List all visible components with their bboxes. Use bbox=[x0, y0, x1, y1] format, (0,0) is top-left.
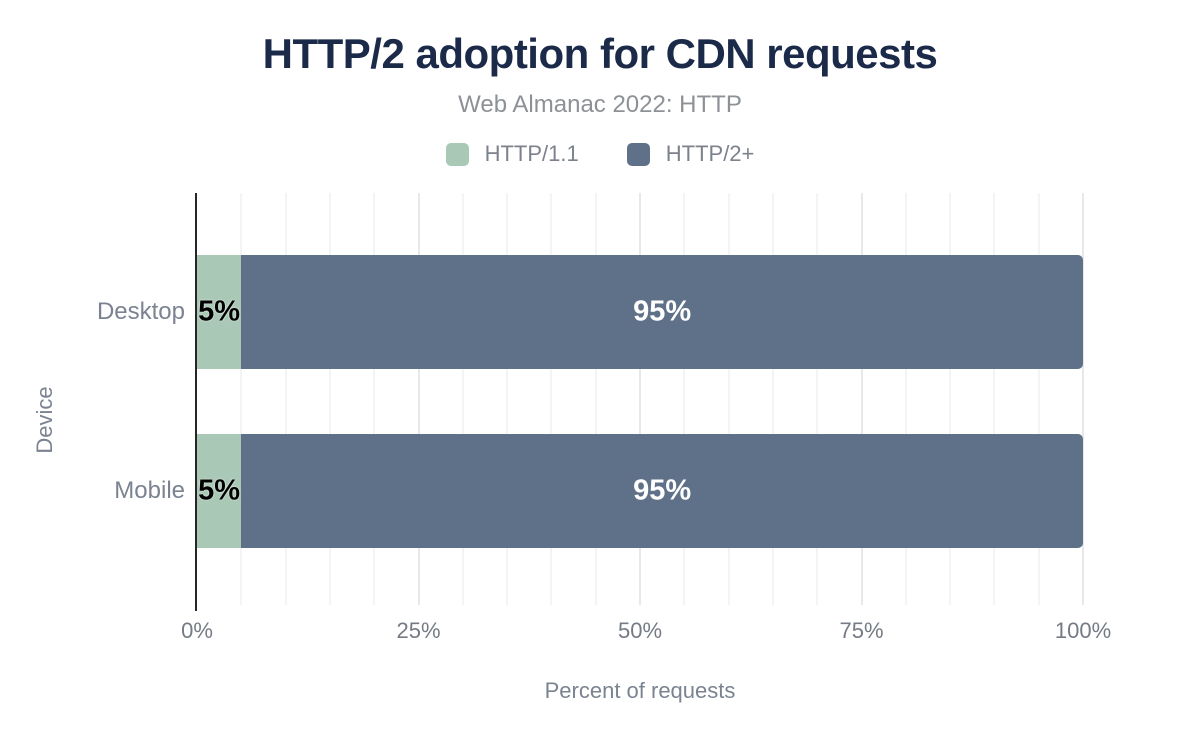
legend-item-http-1-1[interactable]: HTTP/1.1 bbox=[445, 141, 579, 167]
x-tick-50: 50% bbox=[617, 618, 663, 643]
bar-segment-mobile-http-2-[interactable]: 95% bbox=[241, 434, 1083, 548]
gridline bbox=[284, 193, 287, 605]
gridline bbox=[860, 193, 863, 605]
gridline bbox=[240, 193, 243, 605]
x-tick-100: 100% bbox=[1054, 618, 1112, 643]
gridline bbox=[993, 193, 996, 605]
gridline bbox=[373, 193, 376, 605]
gridline bbox=[506, 193, 509, 605]
legend-label: HTTP/1.1 bbox=[484, 141, 579, 166]
gridline bbox=[727, 193, 730, 605]
bar-mobile: 5% 95% bbox=[197, 434, 1083, 548]
gridline bbox=[417, 193, 420, 605]
gridline bbox=[550, 193, 553, 605]
gridline bbox=[461, 193, 464, 605]
bar-data-label: 5% bbox=[198, 295, 241, 328]
plot-area: 5% 95% 5% 95% bbox=[195, 193, 1084, 611]
bar-desktop: 5% 95% bbox=[197, 255, 1083, 369]
x-tick-25: 25% bbox=[396, 618, 441, 643]
gridline bbox=[1037, 193, 1040, 605]
y-axis-line bbox=[195, 193, 197, 611]
gridline bbox=[949, 193, 952, 605]
bar-segment-desktop-http-2-[interactable]: 95% bbox=[241, 255, 1083, 369]
gridline bbox=[639, 193, 641, 605]
legend-item-http-2-[interactable]: HTTP/2+ bbox=[626, 141, 755, 167]
gridline bbox=[816, 193, 819, 605]
bar-data-label: 5% bbox=[198, 474, 241, 507]
category-label-mobile: Mobile bbox=[114, 477, 185, 504]
legend-swatch-icon bbox=[445, 142, 469, 166]
bar-segment-mobile-http-1-1[interactable]: 5% bbox=[197, 434, 242, 548]
gridline bbox=[683, 193, 686, 605]
y-axis-title: Device bbox=[32, 386, 57, 454]
x-tick-75: 75% bbox=[839, 618, 884, 643]
bar-data-label: 95% bbox=[633, 295, 692, 328]
legend-swatch-icon bbox=[626, 142, 650, 166]
bar-data-label: 95% bbox=[633, 474, 692, 507]
x-tick-0: 0% bbox=[181, 618, 213, 643]
gridline bbox=[771, 193, 774, 605]
legend: HTTP/1.1 HTTP/2+ bbox=[0, 141, 1200, 167]
gridline bbox=[328, 193, 331, 605]
bar-segment-desktop-http-1-1[interactable]: 5% bbox=[197, 255, 242, 369]
legend-label: HTTP/2+ bbox=[665, 141, 755, 166]
category-label-desktop: Desktop bbox=[96, 298, 185, 325]
gridline bbox=[904, 193, 907, 605]
gridline bbox=[1082, 193, 1084, 605]
x-axis-title: Percent of requests bbox=[544, 678, 736, 703]
chart-subtitle: Web Almanac 2022: HTTP bbox=[458, 91, 742, 118]
chart-title: HTTP/2 adoption for CDN requests bbox=[262, 30, 938, 77]
gridline bbox=[594, 193, 597, 605]
